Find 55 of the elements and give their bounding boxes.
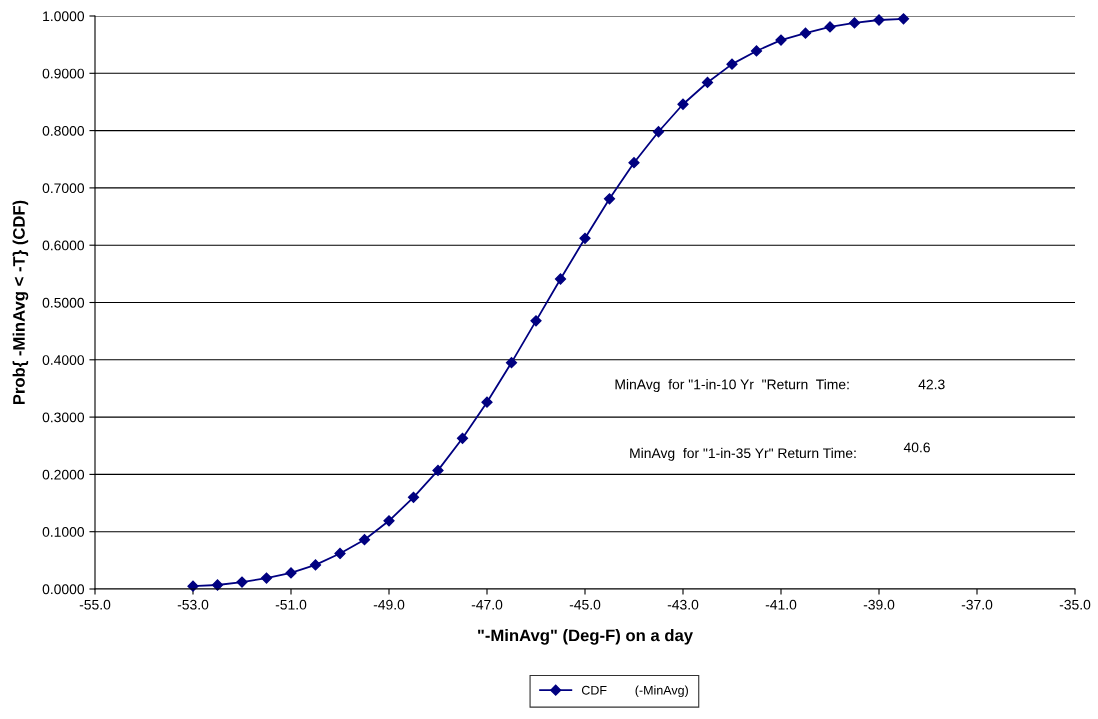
point (432, 464, 444, 476)
x-tick-label: -45.0 (569, 599, 601, 610)
point (260, 572, 273, 584)
point (236, 576, 248, 588)
point (603, 193, 616, 205)
point (579, 232, 591, 244)
x-tick-label: -55.0 (79, 599, 111, 610)
point (383, 515, 395, 527)
point (848, 17, 861, 29)
point (628, 157, 640, 169)
x-tick-label: -39.0 (863, 599, 895, 610)
x-tick-label: -41.0 (765, 599, 797, 610)
y-tick-label: 0.6000 (42, 240, 85, 251)
x-tick-label: -43.0 (667, 599, 699, 610)
y-tick-label: 0.5000 (42, 297, 85, 308)
x-tick-label: -51.0 (275, 599, 307, 610)
x-tick-label: -49.0 (373, 599, 405, 610)
x-tick-label: -37.0 (961, 599, 993, 610)
point (554, 273, 567, 285)
x-tick-label: -35.0 (1059, 599, 1091, 610)
point (481, 396, 493, 408)
point (456, 432, 469, 444)
point (677, 98, 689, 110)
point (309, 559, 322, 571)
point (701, 76, 714, 89)
y-tick-label: 0.0000 (42, 584, 85, 595)
point (211, 579, 224, 591)
x-axis-title: "-MinAvg" (Deg-F) on a day (478, 629, 693, 645)
point (530, 315, 542, 327)
point (334, 547, 346, 560)
y-tick-label: 0.4000 (42, 355, 85, 365)
y-tick-label: 0.1000 (42, 527, 85, 537)
point (407, 491, 420, 503)
annotation: MinAvg for "1-in-35 Yr" Return Time: (630, 447, 856, 461)
annotation: 40.6 (903, 442, 930, 453)
legend-label: CDF (-MinAvg) (581, 685, 688, 698)
annotation: 42.3 (918, 379, 945, 390)
point (358, 534, 371, 546)
x-tick-label: -53.0 (177, 599, 209, 610)
y-tick-label: 1.0000 (43, 11, 85, 22)
y-tick-label: 0.8000 (42, 125, 85, 136)
y-axis-title: Prob{ -MinAvg < -T} (CDF) (12, 200, 29, 405)
point (505, 357, 518, 369)
y-tick-label: 0.3000 (42, 412, 85, 423)
point (750, 45, 763, 57)
y-tick-label: 0.9000 (42, 68, 85, 79)
point (726, 58, 738, 70)
x-tick-label: -47.0 (471, 599, 503, 610)
point (799, 27, 812, 39)
annotation: MinAvg for "1-in-10 Yr "Return Time: (615, 379, 849, 393)
y-tick-label: 0.2000 (42, 469, 85, 480)
point (652, 126, 665, 138)
point (824, 21, 836, 33)
y-tick-label: 0.7000 (42, 183, 85, 194)
point (897, 13, 910, 25)
